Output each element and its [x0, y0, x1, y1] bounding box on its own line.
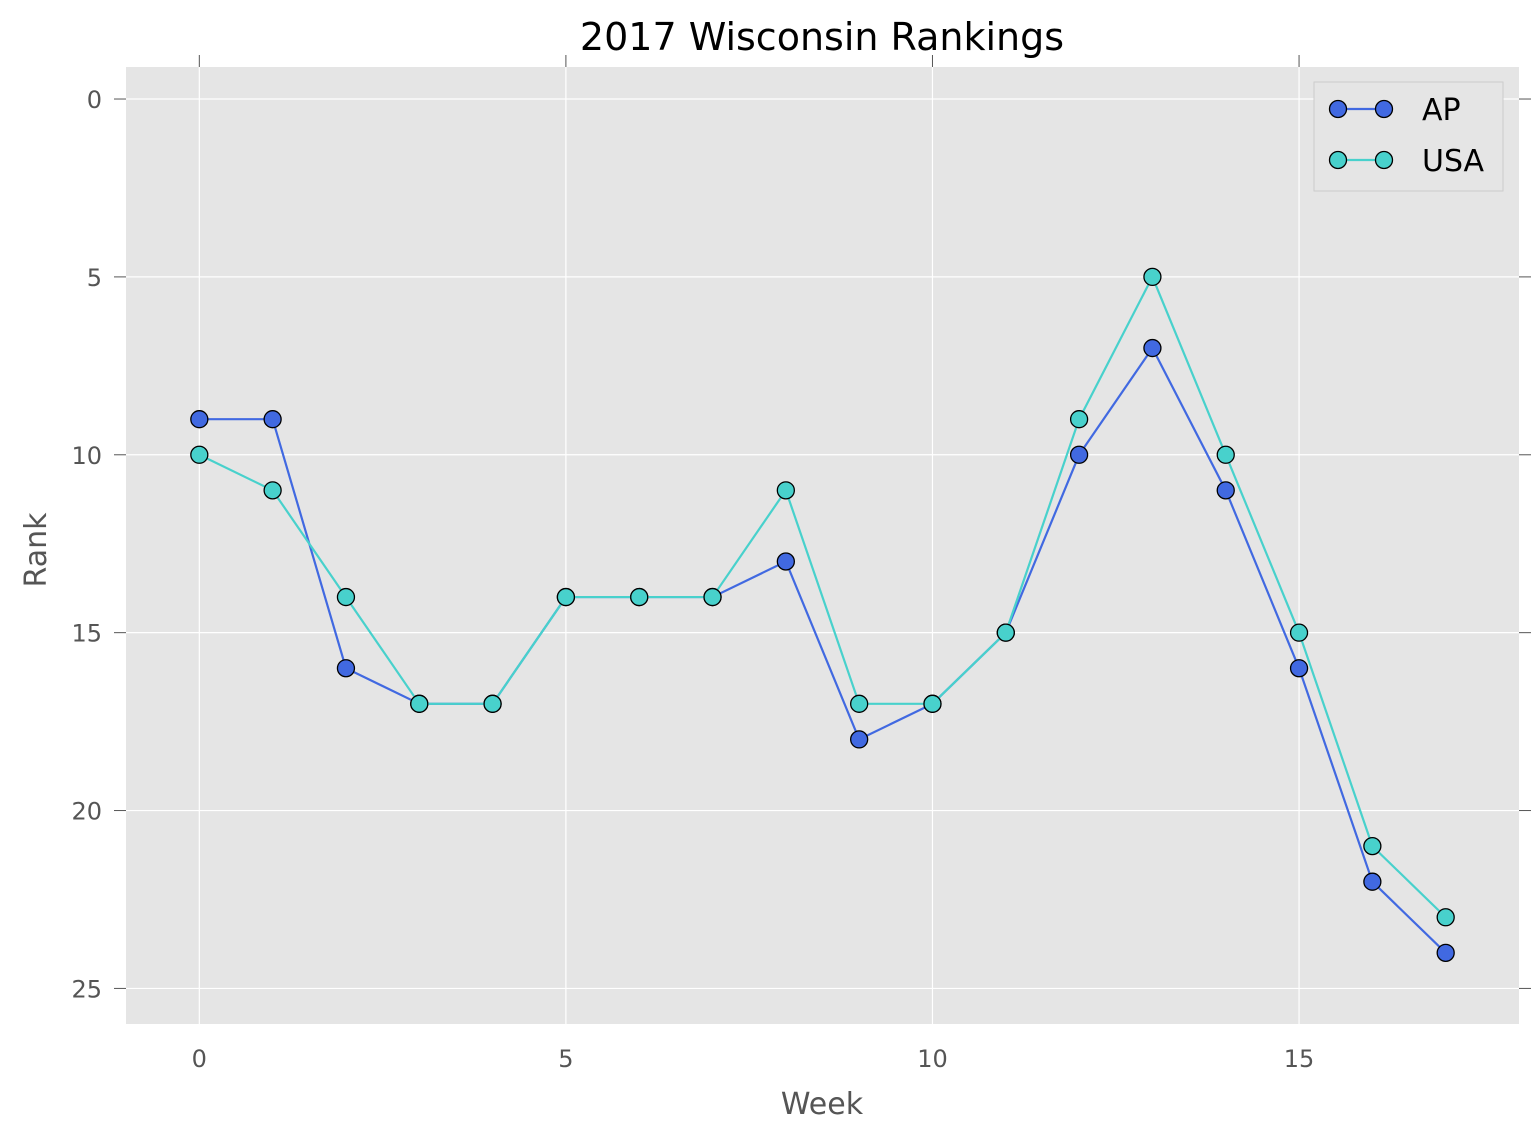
data-point-ap: [336, 659, 356, 678]
data-point-ap: [1436, 943, 1455, 962]
data-point-usa: [410, 694, 429, 713]
plot-area: [126, 67, 1519, 1024]
y-tick-label: 10: [71, 442, 102, 470]
data-point-ap: [1363, 872, 1382, 891]
data-point-ap: [1216, 481, 1235, 500]
x-tick-label: 10: [917, 1045, 948, 1073]
y-tick-label: 5: [87, 264, 102, 292]
data-point-usa: [1363, 836, 1382, 856]
data-point-usa: [1216, 445, 1235, 464]
chart-title: 2017 Wisconsin Rankings: [580, 15, 1064, 59]
axis-ticks: 0 5 10 15 0 5 10 15 20 25: [71, 55, 1531, 1073]
legend-label: USA: [1422, 144, 1485, 179]
data-point-ap: [776, 552, 795, 571]
data-point-usa: [776, 481, 795, 500]
data-point-ap: [190, 410, 209, 429]
legend-marker: [1328, 99, 1348, 119]
data-point-usa: [630, 587, 649, 607]
x-tick-label: 5: [558, 1045, 573, 1073]
legend-box: [1313, 81, 1504, 192]
data-point-usa: [336, 587, 356, 607]
data-point-usa: [263, 481, 282, 500]
data-point-usa: [483, 694, 502, 713]
data-point-ap: [850, 730, 869, 749]
legend-marker: [1328, 150, 1348, 170]
data-point-ap: [263, 410, 282, 429]
legend-marker: [1374, 99, 1394, 119]
data-point-usa: [996, 623, 1015, 642]
series-line-ap: [199, 345, 1447, 954]
data-point-usa: [1289, 623, 1309, 642]
data-point-ap: [1069, 445, 1089, 464]
x-tick-label: 15: [1284, 1045, 1315, 1073]
data-point-usa: [556, 587, 576, 607]
data-point-ap: [1289, 659, 1309, 678]
y-tick-label: 15: [71, 620, 102, 648]
data-point-usa: [703, 587, 722, 607]
data-point-usa: [190, 445, 209, 464]
grid: [126, 67, 1519, 1024]
y-tick-label: 0: [87, 86, 102, 114]
data-point-usa: [923, 694, 942, 713]
legend-label: AP: [1422, 93, 1461, 128]
x-axis-label: Week: [781, 1087, 864, 1122]
data-point-ap: [1143, 338, 1162, 358]
series-line-usa: [198, 274, 1447, 919]
data-point-usa: [1143, 267, 1162, 287]
y-tick-label: 25: [71, 975, 102, 1003]
x-tick-label: 0: [192, 1045, 207, 1073]
y-axis-label: Rank: [19, 512, 54, 588]
data-point-usa: [850, 694, 869, 713]
series-layer: [190, 267, 1455, 962]
data-point-usa: [1436, 908, 1455, 927]
legend-marker: [1374, 150, 1394, 170]
legend: AP USA: [1313, 81, 1504, 192]
y-tick-label: 20: [71, 798, 102, 826]
data-point-usa: [1069, 410, 1089, 429]
